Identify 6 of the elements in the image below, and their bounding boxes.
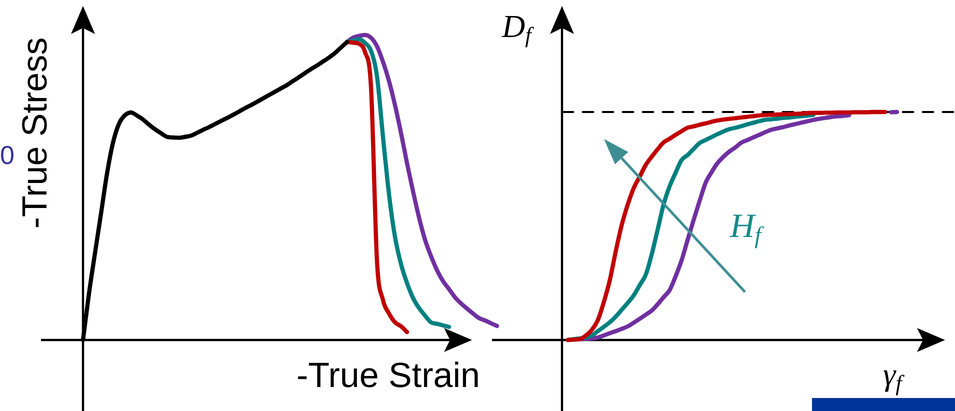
annotation: H$_{f}$: [730, 208, 762, 249]
x-axis-title: -True Strain: [296, 356, 480, 395]
text: 0: [0, 140, 14, 170]
y-axis-title: -True Stress: [16, 37, 54, 229]
x-axis-title: γ$_{f}$: [883, 356, 902, 396]
y-axis-title: D$_{f}$: [502, 8, 532, 48]
